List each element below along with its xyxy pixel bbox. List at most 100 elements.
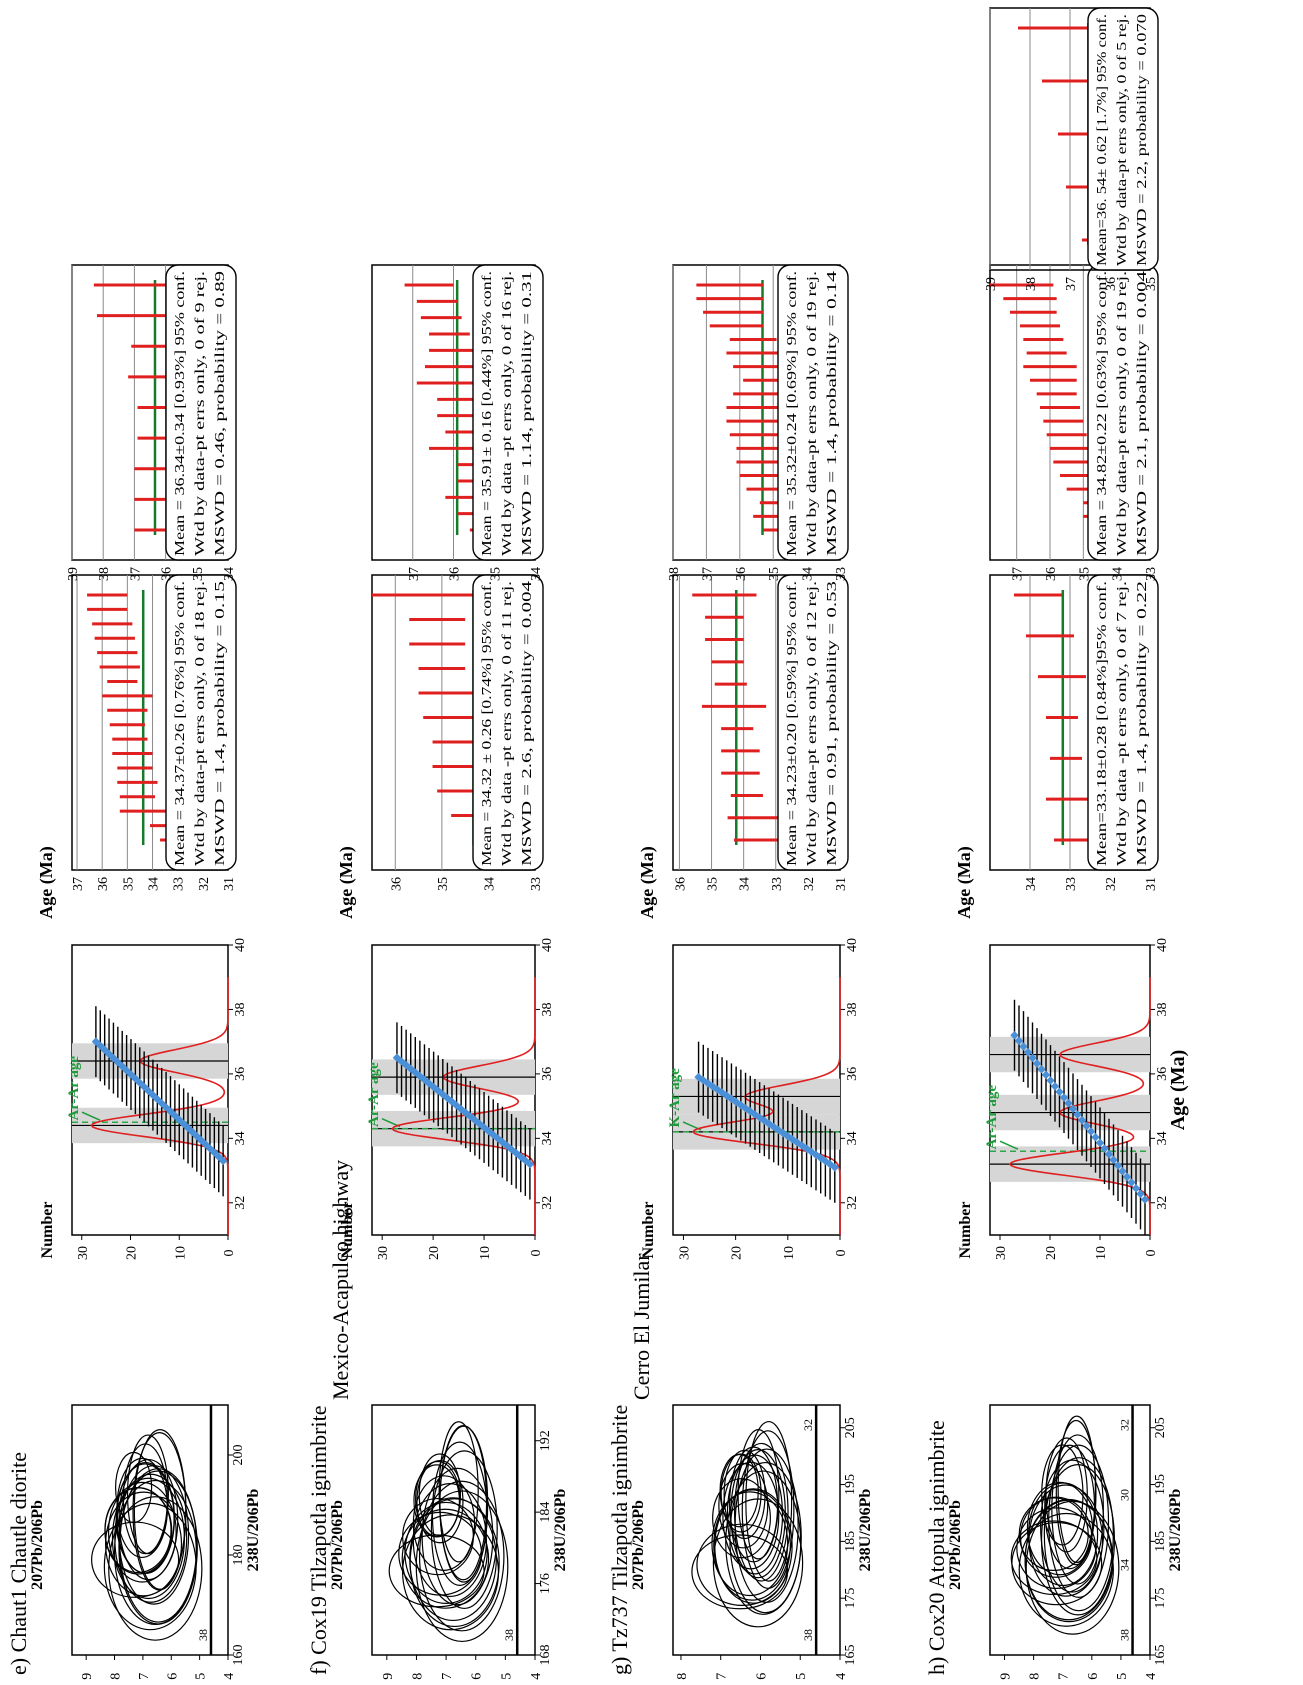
weighted-mean-wm3: 39 38 37 36 35 Mean=36. 54± 0.62 [1.7%] 95% c…	[984, 7, 1159, 291]
age-tick-label: 31	[834, 877, 849, 891]
age-tick-label: 37	[1011, 567, 1026, 581]
panel-title: e) Chaut1 Chautle diorite	[6, 1452, 31, 1675]
concordia-frame	[71, 1404, 229, 1656]
statistics-line: MSWD = 0.46, probability = 0.89	[213, 271, 228, 556]
error-ellipse	[107, 1481, 177, 1583]
statistics-line: Mean = 35.91± 0.16 [0.44%] 95% conf.	[480, 271, 495, 556]
histogram-count-tick-label: 10	[1094, 1246, 1109, 1260]
statistics-line: MSWD = 1.4, probability = 0.14	[825, 271, 840, 556]
histogram-age-tick-label: 36	[845, 1067, 860, 1081]
histogram-age-tick-label: 34	[540, 1131, 555, 1145]
statistics-box	[165, 574, 237, 871]
age-tick-label: 34	[1024, 877, 1039, 891]
concordia-age-label: 38	[502, 1629, 516, 1641]
error-ellipse	[116, 1457, 168, 1559]
concordia-y-tick-label: 0.06	[470, 1673, 485, 1680]
histogram-frame	[989, 944, 1151, 1236]
concordia-y-tick-label: 0.09	[80, 1673, 95, 1680]
concordia-x-tick-label: 180	[231, 1545, 246, 1566]
concordia-frame	[672, 1404, 841, 1656]
ranked-age-point	[1086, 1127, 1096, 1136]
age-tick-label: 38	[1024, 277, 1039, 291]
histogram-age-tick-label: 32	[233, 1196, 248, 1210]
ranked-age-point	[1073, 1110, 1082, 1119]
concordia-y-tick-label: 0.05	[194, 1673, 209, 1680]
reference-age-arrow	[81, 1111, 101, 1121]
age-tick-label: 36	[448, 567, 463, 581]
ranked-age-point	[1010, 1030, 1019, 1040]
statistics-line: Mean=33.18±0.28 [0.84%]95% conf.	[1095, 581, 1110, 866]
statistics-box	[472, 574, 544, 871]
concordia-x-tick-label: 195	[843, 1474, 858, 1495]
weighted-mean-wm1: 34 33 32 31 Age (Ma) Mean=33.18±0.28 [0.84%]9…	[954, 574, 1159, 919]
ranked-age-point	[1014, 1036, 1024, 1046]
age-tick-label: 39	[984, 277, 999, 291]
age-tick-label: 35	[191, 567, 206, 581]
statistics-line: MSWD = 2.2, probability = 0.070	[1135, 14, 1150, 266]
statistics-line: Mean = 34.32 ± 0.26 [0.74%] 95% conf.	[480, 581, 495, 866]
error-ellipse	[713, 1489, 791, 1601]
age-tick-label: 39	[66, 567, 81, 581]
concordia-x-tick-label: 175	[1153, 1588, 1168, 1609]
histogram-count-tick-label: 30	[994, 1246, 1009, 1260]
statistics-line: Wtd by data-pt errs only, 0 of 12 rej.	[805, 581, 820, 866]
concordia-x-tick-label: 195	[1153, 1474, 1168, 1495]
error-ellipse	[401, 1508, 490, 1609]
histogram-x-label: Age (Ma)	[1167, 1050, 1189, 1131]
age-tick-label: 31	[222, 877, 237, 891]
error-ellipse	[711, 1491, 789, 1597]
probability-curve	[391, 977, 536, 1235]
ranked-age-point	[1046, 1076, 1055, 1085]
error-ellipse	[413, 1464, 461, 1538]
age-tick-label: 34	[147, 877, 162, 891]
statistics-line: Wtd by data -pt errs only, 0 of 16 rej.	[500, 271, 515, 556]
concordia-y-tick-label: 0.09	[999, 1673, 1014, 1680]
histogram-age-tick-label: 36	[1155, 1067, 1170, 1081]
reference-age-label: Ar-Ar age	[984, 1085, 1000, 1150]
concordia-y-tick-label: 0.08	[109, 1673, 124, 1680]
ranked-age-point	[1059, 1093, 1069, 1102]
histogram-count-tick-label: 10	[782, 1246, 797, 1260]
concordia-age-label: 32	[1118, 1419, 1132, 1431]
age-tick-label: 33	[770, 877, 785, 891]
concordia-age-label: 38	[801, 1629, 815, 1641]
panel-row-h: h) Cox20 Atopula ignimbrite 1651751851952…	[924, 7, 1189, 1685]
histogram-age-tick-label: 38	[233, 1002, 248, 1016]
error-ellipse	[729, 1461, 802, 1614]
error-ellipse	[1048, 1444, 1110, 1598]
histogram-count-tick-label: 10	[173, 1246, 188, 1260]
concordia-x-tick-label: 185	[843, 1531, 858, 1552]
concordia-y-tick-label: 0.07	[715, 1673, 730, 1680]
ranked-age-point	[1064, 1098, 1073, 1108]
ranked-age-point	[1122, 1172, 1132, 1182]
age-tick-label: 34	[482, 877, 497, 891]
age-tick-label: 32	[802, 877, 817, 891]
statistics-line: Wtd by data-pt errs only, 0 of 5 rej.	[1115, 14, 1130, 266]
age-axis-label: Age (Ma)	[954, 846, 975, 918]
histogram-age-tick-label: 38	[1155, 1002, 1170, 1016]
histogram-frame	[71, 944, 229, 1236]
age-tick-label: 34	[801, 567, 816, 581]
error-ellipse	[418, 1453, 462, 1537]
concordia-x-label: 238U/206Pb	[552, 1489, 569, 1572]
age-tick-label: 33	[1064, 877, 1079, 891]
ranked-age-point	[1019, 1042, 1028, 1051]
concordia-x-tick-label: 192	[538, 1430, 553, 1451]
error-ellipse	[723, 1449, 766, 1540]
age-tick-label: 36	[673, 877, 688, 891]
age-tick-label: 35	[488, 567, 503, 581]
concordia-age-label: 38	[1118, 1629, 1132, 1641]
concordia-x-tick-label: 160	[231, 1645, 246, 1666]
histogram-age-tick-label: 34	[1155, 1131, 1170, 1145]
age-tick-label: 37	[128, 567, 143, 581]
concordia-x-tick-label: 165	[1153, 1645, 1168, 1666]
histogram-y-label: Number	[39, 1202, 56, 1259]
weighted-mean-wm1: 36 35 34 33 Age (Ma) Mean = 34.32 ± 0.26 [0.7…	[336, 574, 544, 919]
concordia-y-tick-label: 0.05	[1115, 1673, 1130, 1680]
statistics-line: Mean=36. 54± 0.62 [1.7%] 95% conf.	[1095, 14, 1110, 266]
error-ellipse	[1018, 1512, 1114, 1627]
weighted-mean-wm1: 37 36 35 34 33 32 31 Age (Ma) Mean = 34.37±0.26 …	[36, 574, 237, 919]
histogram-count-tick-label: 0	[222, 1250, 237, 1257]
weighted-mean-wm2: 38 37 36 35 34 33 Mean = 35.32±0.24 [0.69%] 95…	[667, 264, 849, 581]
